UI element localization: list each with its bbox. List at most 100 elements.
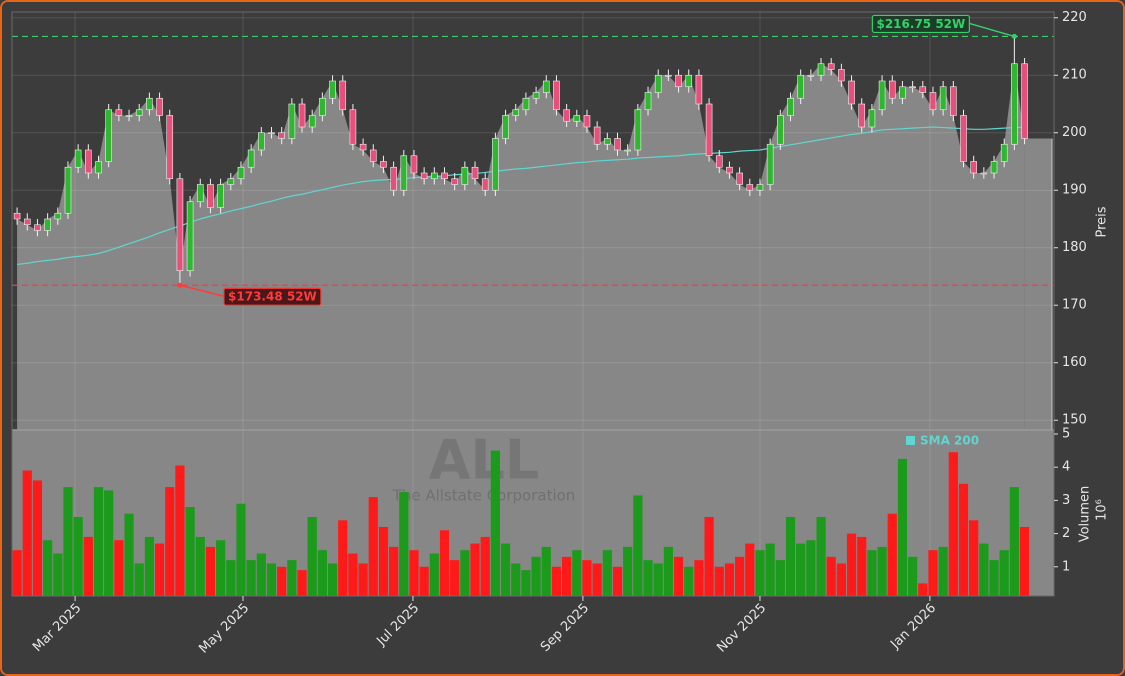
volume-bar [439,530,450,596]
volume-bar [684,566,694,596]
volume-bar [633,495,643,596]
candle-body [339,80,347,111]
volume-bar [338,520,348,596]
volume-bar [348,553,358,596]
volume-bar [989,560,999,596]
candle-body [644,92,652,111]
volume-bar [399,492,409,596]
volume-bar [816,516,826,596]
candle-body [247,149,255,168]
candle-body [573,115,581,122]
volume-bar [969,520,979,596]
annotation-arrow [969,22,1015,38]
volume-y-tick-label: 1 [1062,559,1070,574]
candle-body [95,161,102,174]
y-tick-label: 210 [1062,68,1087,83]
candle-body [593,126,601,145]
candle-body [736,172,743,185]
candle-body [258,132,265,151]
candle-body [553,80,560,111]
volume-bar [307,516,317,596]
candle-body [929,92,937,111]
volume-bar [592,563,602,596]
volume-bar [277,566,287,596]
candle-body [34,224,41,231]
volume-bar [979,543,989,596]
candle-body [410,155,418,174]
candle-body [777,115,784,145]
candle-body [563,109,570,122]
volume-bar [480,536,490,596]
volume-bar [531,556,541,596]
candle-body [675,74,682,88]
volume-bar [470,543,480,596]
volume-bar [236,503,246,596]
volume-bar [806,540,816,596]
candle-body [176,178,184,272]
volume-bar [134,563,144,596]
y-axis-label: Preis [1095,206,1110,237]
candle-body [268,132,275,135]
candle-body [797,74,804,99]
volume-bar [216,540,226,596]
candle-body [207,184,214,208]
candle-body [349,109,357,145]
annotation-label: $216.75 52W [876,17,965,31]
volume-axis-label: Volumen [1078,486,1093,543]
volume-bar [755,550,765,596]
candle-body [685,74,693,88]
candle-body [746,184,754,191]
annotation-arrow [179,284,225,297]
candle-body [1000,143,1008,162]
volume-bar [12,550,22,596]
volume-bar [521,570,531,596]
candle-body [542,80,550,93]
candle-body [217,184,224,208]
volume-bar [389,546,399,596]
volume-bar [745,543,755,596]
volume-bar [205,546,216,596]
candle-body [359,143,367,151]
volume-bar [490,450,500,596]
volume-bar [938,546,948,596]
volume-y-tick-label: 2 [1062,526,1070,541]
y-tick-label: 220 [1062,10,1087,25]
volume-bar [836,563,846,596]
volume-bar [185,507,195,596]
candle-body [532,92,540,99]
candle-body [74,149,82,168]
candle-body [726,166,733,174]
volume-bar [653,563,663,596]
candle-body [512,109,520,116]
volume-bar [623,546,633,596]
candle-body [329,80,336,99]
candle-body [939,86,947,111]
volume-bar [908,556,918,596]
candle-body [125,115,133,117]
volume-bar [1009,487,1019,596]
candle-body [705,103,713,157]
candle-body [369,149,377,162]
candle-body [85,149,92,174]
candle-body [1021,63,1028,139]
candle-body [288,103,296,139]
volume-bar [796,543,806,596]
volume-y-tick-label: 5 [1062,426,1070,441]
candle-body [665,74,672,77]
candle-body [756,184,764,191]
y-tick-label: 190 [1062,183,1087,198]
volume-bar [1019,526,1030,596]
volume-bar [867,550,877,596]
candle-body [44,218,51,231]
annotation-arrowhead [1011,33,1017,39]
volume-y-tick-label: 4 [1062,460,1070,475]
volume-bar [297,570,307,596]
volume-bar [460,550,470,596]
volume-bar [673,556,684,596]
volume-bar [165,487,175,596]
volume-bar [114,540,124,596]
volume-bar [877,546,887,596]
annotation-box [871,14,970,34]
volume-bar [287,560,297,596]
y-tick-label: 200 [1062,125,1087,140]
